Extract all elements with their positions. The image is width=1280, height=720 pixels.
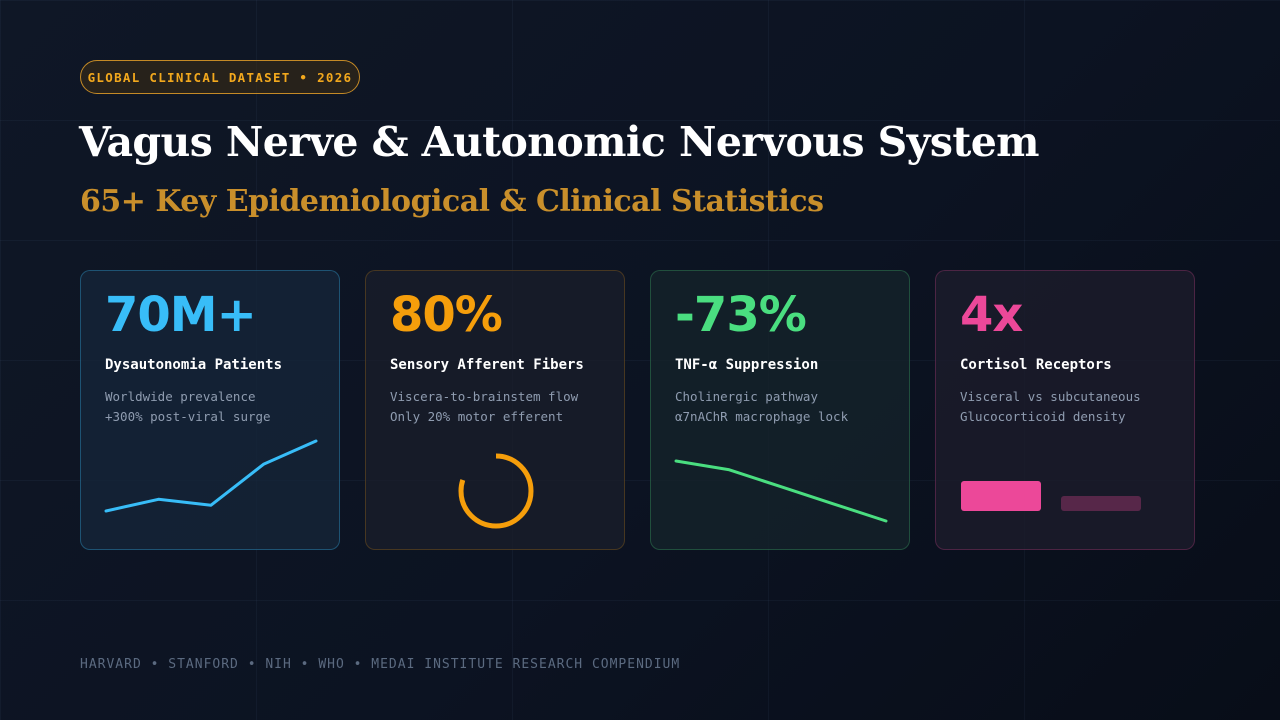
decline-line-chart [674,459,888,523]
trend-line [104,439,318,513]
stat-description-line-2: α7nAChR macrophage lock [675,409,849,424]
page-title: Vagus Nerve & Autonomic Nervous System [79,118,1040,166]
stat-value: 4x [960,287,1023,343]
stat-description-line-1: Visceral vs subcutaneous [960,389,1141,404]
trend-line [674,459,888,523]
stat-label: Sensory Afferent Fibers [390,357,584,373]
trend-line-chart [104,439,318,513]
footer-sources: HARVARD • STANFORD • NIH • WHO • MEDAI I… [80,657,681,672]
stat-description-line-2: Only 20% motor efferent [390,409,564,424]
stat-value: 70M+ [105,287,257,343]
stat-label: Dysautonomia Patients [105,357,283,373]
stat-description-line-1: Cholinergic pathway [675,389,818,404]
progress-ring-arc [458,453,534,529]
subcutaneous-bar [1061,496,1141,511]
page-subtitle: 65+ Key Epidemiological & Clinical Stati… [80,184,824,219]
stat-card-dysautonomia: 70M+ Dysautonomia Patients Worldwide pre… [80,270,340,550]
stat-label: Cortisol Receptors [960,357,1112,373]
stat-value: 80% [390,287,503,343]
progress-ring [458,453,534,529]
stat-description-line-1: Worldwide prevalence [105,389,256,404]
stat-value: -73% [675,287,807,343]
stat-description-line-2: +300% post-viral surge [105,409,271,424]
comparison-bars [961,481,1141,511]
stat-description-line-1: Viscera-to-brainstem flow [390,389,579,404]
stat-label: TNF-α Suppression [675,357,819,373]
stat-description-line-2: Glucocorticoid density [960,409,1126,424]
dataset-badge: GLOBAL CLINICAL DATASET • 2026 [80,60,360,94]
stat-card-afferent-fibers: 80% Sensory Afferent Fibers Viscera-to-b… [365,270,625,550]
stat-card-tnf-suppression: -73% TNF-α Suppression Cholinergic pathw… [650,270,910,550]
stat-card-cortisol-receptors: 4x Cortisol Receptors Visceral vs subcut… [935,270,1195,550]
visceral-bar [961,481,1041,511]
